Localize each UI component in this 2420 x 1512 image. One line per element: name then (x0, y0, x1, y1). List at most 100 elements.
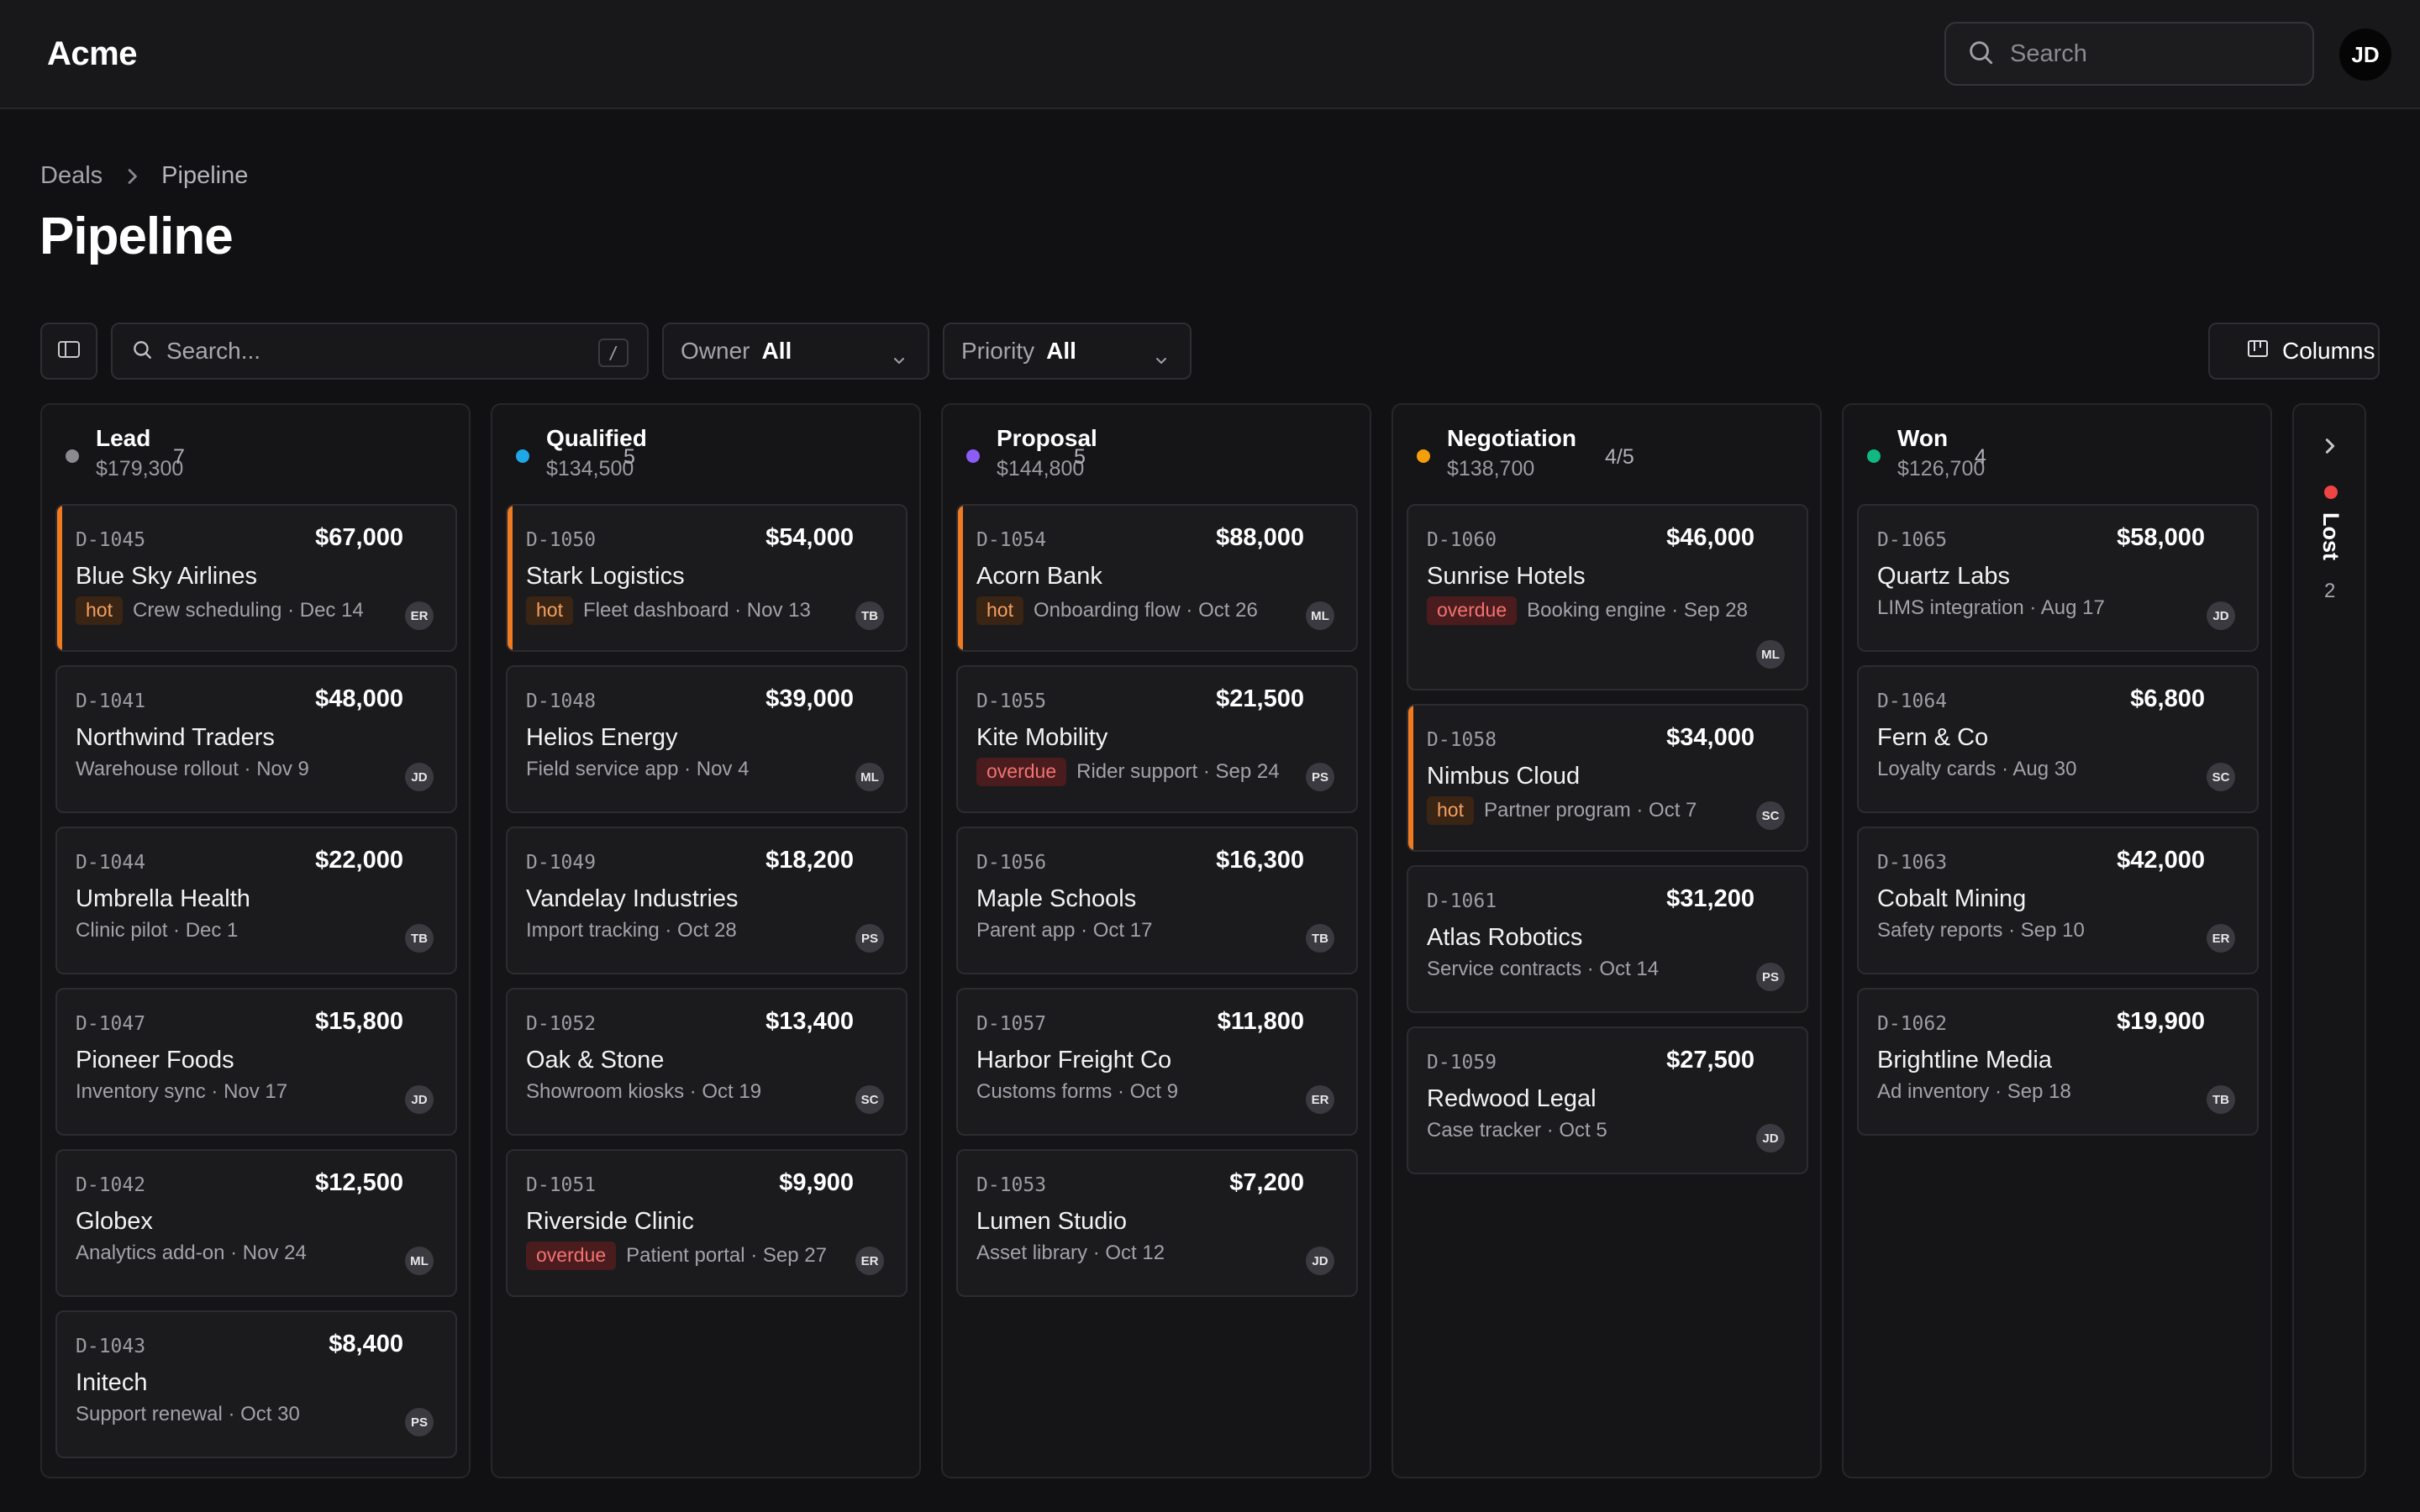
deal-name: Atlas Robotics (1427, 924, 1583, 951)
deal-name: Maple Schools (976, 885, 1137, 912)
toggle-sidebar-button[interactable] (40, 323, 97, 380)
columns-button[interactable]: Columns (2208, 323, 2380, 380)
deal-amount: $88,000 (1216, 524, 1304, 551)
page-title: Pipeline (39, 207, 234, 265)
deal-card[interactable]: D-1044 $22,000 Umbrella Health Clinic pilot… (55, 827, 457, 974)
owner-avatar[interactable]: ML (1756, 640, 1785, 669)
breadcrumb-pipeline: Pipeline (161, 162, 249, 189)
deal-id: D-1051 (526, 1174, 597, 1196)
board-search-input[interactable] (166, 338, 570, 365)
chevron-right-icon[interactable] (2321, 437, 2339, 459)
owner-avatar[interactable]: JD (405, 1085, 434, 1114)
board-search[interactable]: / (111, 323, 649, 380)
owner-avatar[interactable]: SC (855, 1085, 884, 1114)
deal-name: Kite Mobility (976, 724, 1108, 751)
deal-card[interactable]: D-1047 $15,800 Pioneer Foods Inventory sync… (55, 988, 457, 1136)
deal-card[interactable]: D-1050 $54,000 Stark Logistics hot Fleet das… (506, 504, 908, 652)
deal-amount: $13,400 (765, 1008, 854, 1035)
deal-card[interactable]: D-1043 $8,400 Initech Support renewal · Oct… (55, 1310, 457, 1458)
deal-id: D-1053 (976, 1174, 1047, 1196)
deal-card[interactable]: D-1061 $31,200 Atlas Robotics Service contr… (1407, 865, 1808, 1013)
deal-amount: $67,000 (315, 524, 403, 551)
deal-meta: Patient portal · Sep 27 (626, 1244, 827, 1267)
owner-avatar[interactable]: PS (405, 1408, 434, 1436)
breadcrumb: Deals Pipeline (40, 162, 248, 190)
deal-details: Warehouse rollout · Nov 9 (76, 758, 309, 781)
owner-avatar[interactable]: ER (405, 601, 434, 630)
global-search[interactable] (1944, 22, 2314, 86)
column-title: Qualified (546, 425, 647, 451)
search-icon (1966, 38, 1995, 71)
owner-avatar[interactable]: TB (2207, 1085, 2235, 1114)
deal-details: Field service app · Nov 4 (526, 758, 749, 781)
owner-filter-label: Owner (681, 338, 750, 364)
column-won: Won $126,700 4 D-1065 $58,000 Quartz Labs LIMS… (1842, 403, 2272, 1478)
owner-avatar[interactable]: JD (405, 763, 434, 791)
deal-meta: Parent app · Oct 17 (976, 919, 1153, 942)
priority-filter[interactable]: Priority All (943, 323, 1192, 380)
deal-card[interactable]: D-1054 $88,000 Acorn Bank hot Onboarding flo… (956, 504, 1358, 652)
deal-card[interactable]: D-1051 $9,900 Riverside Clinic overdue Patie… (506, 1149, 908, 1297)
owner-avatar[interactable]: ML (405, 1247, 434, 1275)
deal-card[interactable]: D-1048 $39,000 Helios Energy Field service … (506, 665, 908, 813)
owner-avatar[interactable]: SC (1756, 801, 1785, 830)
deal-card[interactable]: D-1055 $21,500 Kite Mobility overdue Rider s… (956, 665, 1358, 813)
deal-card[interactable]: D-1060 $46,000 Sunrise Hotels overdue Bookin… (1407, 504, 1808, 690)
deal-name: Pioneer Foods (76, 1047, 234, 1074)
deal-details: Case tracker · Oct 5 (1427, 1119, 1607, 1142)
deal-details: hot Crew scheduling · Dec 14 (76, 596, 364, 625)
status-dot (966, 449, 980, 463)
deal-card[interactable]: D-1058 $34,000 Nimbus Cloud hot Partner prog… (1407, 704, 1808, 852)
column-total: $126,700 (1897, 457, 1986, 480)
owner-avatar[interactable]: SC (2207, 763, 2235, 791)
deal-details: overdue Patient portal · Sep 27 (526, 1242, 827, 1270)
deal-card[interactable]: D-1059 $27,500 Redwood Legal Case tracker ·… (1407, 1026, 1808, 1174)
owner-avatar[interactable]: JD (2207, 601, 2235, 630)
owner-avatar[interactable]: ML (1306, 601, 1334, 630)
owner-avatar[interactable]: TB (405, 924, 434, 953)
deal-card[interactable]: D-1057 $11,800 Harbor Freight Co Customs fo… (956, 988, 1358, 1136)
brand-logo[interactable]: Acme (47, 34, 137, 72)
column-qualified: Qualified $134,500 5 D-1050 $54,000 Stark Log… (491, 403, 921, 1478)
column-lost-collapsed[interactable]: Lost 2 (2292, 403, 2366, 1478)
owner-avatar[interactable]: PS (1756, 963, 1785, 991)
deal-card[interactable]: D-1056 $16,300 Maple Schools Parent app · O… (956, 827, 1358, 974)
deal-card[interactable]: D-1052 $13,400 Oak & Stone Showroom kiosks … (506, 988, 908, 1136)
column-count: 2 (2324, 580, 2336, 602)
owner-avatar[interactable]: TB (1306, 924, 1334, 953)
deal-id: D-1049 (526, 852, 597, 874)
overdue-badge: overdue (976, 758, 1067, 786)
owner-filter[interactable]: Owner All (662, 323, 929, 380)
owner-avatar[interactable]: TB (855, 601, 884, 630)
deal-card[interactable]: D-1063 $42,000 Cobalt Mining Safety reports… (1857, 827, 2259, 974)
deal-details: Customs forms · Oct 9 (976, 1080, 1178, 1104)
owner-avatar[interactable]: ER (2207, 924, 2235, 953)
deal-card[interactable]: D-1045 $67,000 Blue Sky Airlines hot Crew sc… (55, 504, 457, 652)
deal-amount: $27,500 (1666, 1047, 1754, 1074)
user-avatar[interactable]: JD (2339, 29, 2391, 81)
deal-card[interactable]: D-1053 $7,200 Lumen Studio Asset library · … (956, 1149, 1358, 1297)
columns-button-label: Columns (2282, 338, 2375, 364)
owner-avatar[interactable]: PS (855, 924, 884, 953)
deal-meta: Support renewal · Oct 30 (76, 1403, 300, 1425)
overdue-badge: overdue (526, 1242, 617, 1270)
deal-meta: Import tracking · Oct 28 (526, 919, 737, 942)
deal-details: overdue Rider support · Sep 24 (976, 758, 1280, 786)
deal-card[interactable]: D-1064 $6,800 Fern & Co Loyalty cards · Aug… (1857, 665, 2259, 813)
deal-card[interactable]: D-1049 $18,200 Vandelay Industries Import t… (506, 827, 908, 974)
deal-meta: Onboarding flow · Oct 26 (1033, 599, 1258, 622)
deal-meta: Clinic pilot · Dec 1 (76, 919, 239, 942)
owner-avatar[interactable]: ER (1306, 1085, 1334, 1114)
owner-avatar[interactable]: ML (855, 763, 884, 791)
deal-card[interactable]: D-1042 $12,500 Globex Analytics add-on · No… (55, 1149, 457, 1297)
global-search-input[interactable] (2010, 39, 2296, 68)
owner-avatar[interactable]: JD (1306, 1247, 1334, 1275)
owner-avatar[interactable]: PS (1306, 763, 1334, 791)
deal-card[interactable]: D-1041 $48,000 Northwind Traders Warehouse … (55, 665, 457, 813)
deal-card[interactable]: D-1062 $19,900 Brightline Media Ad inventor… (1857, 988, 2259, 1136)
breadcrumb-deals[interactable]: Deals (40, 162, 103, 189)
owner-avatar[interactable]: JD (1756, 1124, 1785, 1152)
board-toolbar: / Owner All Priority All Columns (40, 323, 2380, 380)
owner-avatar[interactable]: ER (855, 1247, 884, 1275)
deal-card[interactable]: D-1065 $58,000 Quartz Labs LIMS integration… (1857, 504, 2259, 652)
